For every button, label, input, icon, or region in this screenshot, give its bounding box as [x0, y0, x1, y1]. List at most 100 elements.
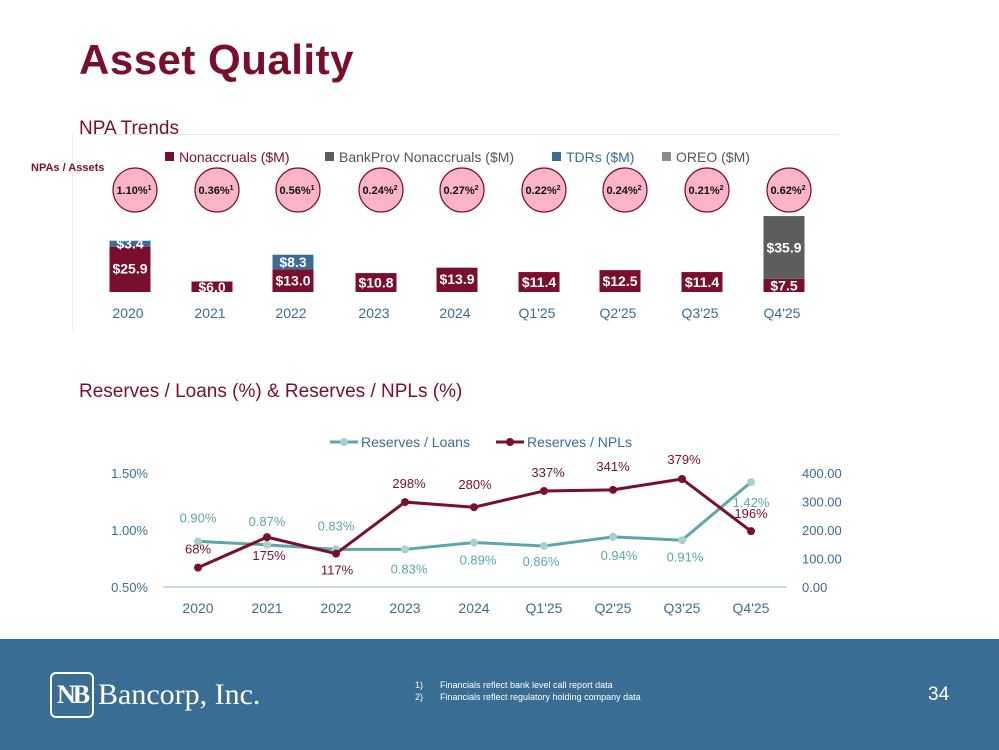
- footnote-marker: 2: [638, 185, 642, 192]
- npa-ratio-circle: [194, 167, 240, 213]
- npa-ratio-value: 0.21%2: [688, 185, 723, 197]
- legend-label: Nonaccruals ($M): [179, 149, 289, 165]
- footnote-marker: 2: [557, 185, 561, 192]
- line-reserves-loans: [197, 480, 752, 551]
- bar-value-label: $3.4: [116, 236, 143, 252]
- x-axis-tick-label: Q4'25: [733, 600, 770, 616]
- data-label-reserves-loans: 0.89%: [460, 553, 497, 568]
- point-reserves-loans: [470, 538, 478, 547]
- bar-segment: [109, 246, 151, 292]
- legend-swatch: [552, 152, 561, 161]
- legend-swatch: [325, 152, 334, 161]
- footnote-marker: 2: [720, 185, 724, 192]
- footnote-number: 1): [415, 680, 424, 690]
- x-axis-tick-label: Q2'25: [600, 305, 637, 321]
- data-label-reserves-loans: 0.91%: [667, 549, 704, 564]
- npa-ratio-circle: [766, 167, 812, 213]
- point-reserves-npls: [540, 486, 548, 495]
- bar-segment: [272, 269, 314, 292]
- data-label-reserves-npls: 337%: [531, 465, 565, 480]
- bar-value-label: $11.4: [522, 274, 556, 290]
- data-label-reserves-loans: 1.42%: [733, 495, 770, 510]
- x-axis-tick-label: 2024: [458, 600, 489, 616]
- data-label-reserves-npls: 379%: [667, 452, 701, 467]
- bar-segment: [681, 272, 723, 292]
- point-reserves-loans: [194, 537, 202, 546]
- data-label-reserves-npls: 68%: [185, 542, 211, 557]
- x-axis-tick-label: Q1'25: [519, 305, 556, 321]
- point-reserves-npls: [678, 474, 686, 483]
- x-axis-tick-label: Q4'25: [764, 305, 801, 321]
- bar-segment: [518, 272, 560, 292]
- npa-ratio-circle: [112, 167, 158, 213]
- bar-value-label: $11.4: [685, 274, 719, 290]
- npa-ratio-value: 0.27%2: [443, 185, 478, 197]
- legend-label: Reserves / Loans: [361, 434, 470, 450]
- logo-text: Bancorp, Inc.: [98, 678, 261, 711]
- npa-divider: [79, 134, 839, 135]
- company-logo: NB Bancorp, Inc.: [50, 670, 260, 720]
- point-reserves-loans: [401, 545, 409, 554]
- legend-marker-reserves-loans: [340, 438, 348, 446]
- data-label-reserves-loans: 0.83%: [318, 518, 355, 533]
- bar-segment: [272, 254, 314, 270]
- x-axis-tick-label: 2021: [251, 600, 282, 616]
- x-axis-tick-label: Q3'25: [664, 600, 701, 616]
- npa-ratio-circle: [521, 167, 567, 213]
- npa-ratio-value: 0.24%2: [362, 185, 397, 197]
- data-label-reserves-loans: 0.83%: [391, 561, 428, 576]
- bar-value-label: $13.9: [439, 271, 474, 287]
- x-axis-tick-label: 2024: [439, 305, 470, 321]
- y-right-tick-label: 300.00: [802, 495, 842, 510]
- bar-segment: [599, 270, 641, 292]
- x-axis-tick-label: 2021: [194, 305, 225, 321]
- x-axis-tick-label: 2023: [358, 305, 389, 321]
- footnote-marker: 2: [475, 185, 479, 192]
- npa-ratio-value: 0.22%2: [525, 185, 560, 197]
- line-reserves-npls: [197, 477, 752, 569]
- bar-segment: [763, 216, 805, 279]
- footnote-marker: 2: [394, 185, 398, 192]
- footnotes: 1) Financials reflect bank level call rep…: [415, 679, 641, 703]
- legend-marker-reserves-npls: [506, 438, 514, 446]
- point-reserves-npls: [332, 549, 340, 558]
- point-reserves-loans: [540, 541, 548, 550]
- bar-segment: [763, 278, 805, 292]
- footnote-2: 2) Financials reflect regulatory holding …: [415, 691, 641, 703]
- footnote-text: Financials reflect regulatory holding co…: [440, 692, 641, 702]
- npa-ratio-value: 0.36%1: [198, 185, 233, 197]
- y-right-tick-label: 200.00: [802, 523, 842, 538]
- x-axis-tick-label: 2020: [182, 600, 213, 616]
- bar-value-label: $7.5: [770, 277, 797, 293]
- page-title: Asset Quality: [79, 36, 354, 83]
- footnote-1: 1) Financials reflect bank level call rep…: [415, 679, 641, 691]
- x-axis-tick-label: Q1'25: [526, 600, 563, 616]
- bar-segment: [191, 281, 233, 292]
- page-number: 34: [928, 684, 950, 705]
- npa-ratio-circle: [684, 167, 730, 213]
- npa-trends-chart: NPAs / Assets Nonaccruals ($M) BankProv No…: [31, 149, 812, 321]
- point-reserves-loans: [263, 540, 271, 549]
- point-reserves-loans: [747, 478, 755, 487]
- npa-vertical-divider: [72, 134, 73, 330]
- x-axis-tick-label: Q2'25: [595, 600, 632, 616]
- data-label-reserves-loans: 0.86%: [523, 554, 560, 569]
- bar-value-label: $8.3: [279, 254, 306, 270]
- point-reserves-npls: [609, 485, 617, 494]
- legend-label: TDRs ($M): [566, 149, 634, 165]
- footnote-marker: 1: [311, 185, 315, 192]
- npa-ratio-value: 1.10%1: [116, 185, 151, 197]
- legend-label: Reserves / NPLs: [527, 434, 632, 450]
- npa-ratio-circle: [439, 167, 485, 213]
- point-reserves-loans: [332, 545, 340, 554]
- bar-segment: [436, 267, 478, 292]
- data-label-reserves-loans: 0.94%: [601, 548, 638, 563]
- footnote-marker: 2: [802, 185, 806, 192]
- npa-section-title: NPA Trends: [79, 118, 179, 139]
- y-right-tick-label: 100.00: [802, 552, 842, 567]
- legend-label: BankProv Nonaccruals ($M): [339, 149, 514, 165]
- legend-swatch: [165, 152, 174, 161]
- npa-ratio-circle: [275, 167, 321, 213]
- footnote-marker: 1: [148, 185, 152, 192]
- point-reserves-npls: [470, 503, 478, 512]
